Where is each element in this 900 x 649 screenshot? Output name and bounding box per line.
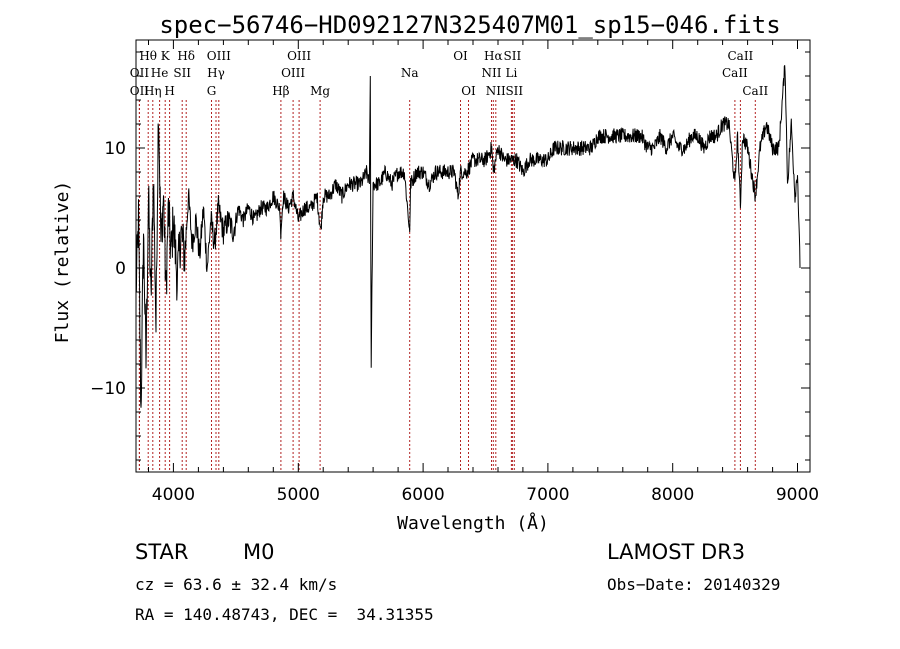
spectral-line-label: Hβ: [272, 84, 289, 98]
spectral-line-label: Hδ: [177, 49, 195, 63]
spectral-line-label: NII: [486, 84, 506, 98]
x-tick-label: 6000: [401, 485, 444, 505]
axis-tick-labels: 4000 5000 6000 7000 8000 9000 −10 0 10: [90, 139, 819, 505]
spectral-line-label: H: [164, 84, 174, 98]
spectral-line-label: G: [207, 84, 217, 98]
x-tick-label: 9000: [776, 485, 819, 505]
x-tick-label: 8000: [651, 485, 694, 505]
spectral-line-label: OI: [453, 49, 468, 63]
coordinates-text: RA = 140.48743, DEC = 34.31355: [135, 605, 434, 624]
spectral-line-label: Hα: [484, 49, 503, 63]
spectral-line-label: SII: [173, 66, 191, 80]
spectral-line-label: OII: [130, 66, 150, 80]
spectral-line-label: Mg: [310, 84, 330, 98]
y-tick-label: −10: [90, 379, 126, 399]
spectral-line-label: CaII: [722, 66, 748, 80]
spectral-line-label: OIII: [287, 49, 311, 63]
spectral-line-label: OII: [130, 84, 150, 98]
x-axis-label: Wavelength (Å): [397, 512, 549, 534]
spectral-line-label: SII: [505, 84, 523, 98]
y-tick-label: 10: [104, 139, 126, 159]
flux-series-line: [135, 65, 801, 408]
spectral-line-label: K: [161, 49, 171, 63]
spectral-line-label: Li: [505, 66, 517, 80]
y-axis-label: Flux (relative): [52, 181, 73, 344]
spectral-line-label: Na: [401, 66, 419, 80]
spectral-line-label: NII: [482, 66, 502, 80]
plot-frame: [135, 39, 811, 473]
spectral-line-label: OIII: [281, 66, 305, 80]
chart-title: spec−56746−HD092127N325407M01_sp15−046.f…: [159, 11, 780, 39]
spectral-line-label: CaII: [727, 49, 753, 63]
spectral-line-label: Hη: [144, 84, 162, 98]
axis-ticks: [136, 40, 810, 472]
spectral-line-label: SII: [504, 49, 522, 63]
spectral-line-label: Hθ: [139, 49, 157, 63]
redshift-text: cz = 63.6 ± 32.4 km/s: [135, 575, 338, 594]
object-subclass: M0: [243, 540, 275, 564]
spectral-line-label: Hγ: [207, 66, 225, 80]
obs-date-text: Obs−Date: 20140329: [607, 575, 781, 594]
x-tick-label: 5000: [277, 485, 320, 505]
spectral-line-markers: [138, 100, 756, 472]
spectral-line-label: CaII: [742, 84, 768, 98]
y-tick-label: 0: [115, 259, 126, 279]
spectral-line-label: OIII: [207, 49, 231, 63]
spectral-line-label: He: [151, 66, 169, 80]
survey-label: LAMOST DR3: [607, 540, 746, 564]
spectral-line-label: OI: [461, 84, 476, 98]
object-class: STAR: [135, 540, 189, 564]
x-tick-label: 7000: [526, 485, 569, 505]
x-tick-label: 4000: [152, 485, 195, 505]
